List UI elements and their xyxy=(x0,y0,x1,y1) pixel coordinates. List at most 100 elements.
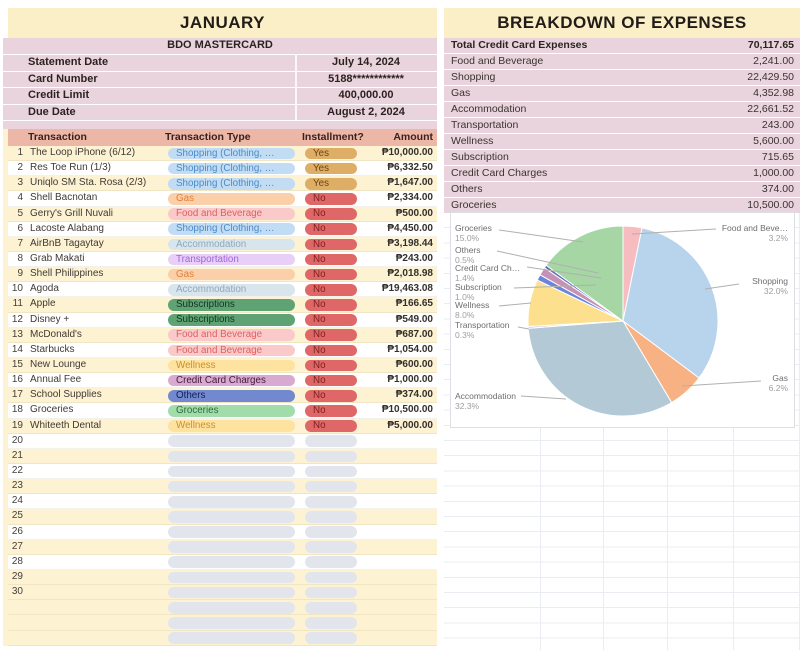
transaction-type-chip[interactable] xyxy=(168,556,295,569)
installment-chip[interactable]: No xyxy=(305,223,357,235)
installment-chip[interactable]: No xyxy=(305,283,357,296)
empty-transaction-row: 20 xyxy=(8,433,437,449)
transaction-type-chip[interactable]: Accommodation xyxy=(168,283,295,296)
transaction-type-chip[interactable]: Shopping (Clothing, … xyxy=(168,147,295,160)
breakdown-category: Transportation xyxy=(451,119,519,131)
breakdown-amount: 2,241.00 xyxy=(753,55,794,67)
installment-chip[interactable]: No xyxy=(305,193,357,205)
transaction-amount: ₱5,000.00 xyxy=(387,419,433,431)
transaction-type-chip[interactable]: Gas xyxy=(168,193,295,205)
transaction-amount: ₱19,463.08 xyxy=(381,283,433,295)
installment-chip[interactable]: No xyxy=(305,374,357,387)
transaction-type-chip[interactable]: Accommodation xyxy=(168,238,295,251)
installment-chip[interactable] xyxy=(305,526,357,538)
installment-chip[interactable] xyxy=(305,465,357,478)
transaction-type-chip[interactable]: Wellness xyxy=(168,359,295,372)
transaction-type-chip[interactable]: Subscriptions xyxy=(168,299,295,311)
transaction-row: 10 Agoda Accommodation No ₱19,463.08 xyxy=(8,282,437,298)
installment-chip[interactable]: Yes xyxy=(305,177,357,190)
installment-chip[interactable]: No xyxy=(305,314,357,326)
installment-chip[interactable] xyxy=(305,586,357,599)
row-number: 11 xyxy=(12,298,23,310)
transaction-type-chip[interactable]: Food and Beverage xyxy=(168,329,295,341)
transaction-row: 8 Grab Makati Transportation No ₱243.00 xyxy=(8,251,437,268)
breakdown-amount: 70,117.65 xyxy=(747,39,794,51)
installment-chip[interactable] xyxy=(305,632,357,644)
installment-chip[interactable]: No xyxy=(305,208,357,220)
transaction-type-chip[interactable]: Credit Card Charges xyxy=(168,374,295,387)
installment-chip[interactable]: No xyxy=(305,253,357,266)
installment-chip[interactable] xyxy=(305,450,357,463)
transaction-type-chip[interactable] xyxy=(168,617,295,629)
transaction-type-chip[interactable] xyxy=(168,526,295,538)
transaction-row: 19 Whiteeth Dental Wellness No ₱5,000.00 xyxy=(8,418,437,434)
transaction-type-chip[interactable] xyxy=(168,571,295,584)
pie-callout-line xyxy=(631,228,717,235)
installment-chip[interactable]: No xyxy=(305,299,357,311)
installment-chip[interactable] xyxy=(305,480,357,493)
pie-label-name: Wellness xyxy=(455,300,489,310)
transaction-type-chip[interactable] xyxy=(168,632,295,644)
pie-slice-groceries[interactable] xyxy=(545,225,624,322)
row-number: 9 xyxy=(17,268,23,280)
installment-chip[interactable]: No xyxy=(305,329,357,341)
transaction-row: 18 Groceries Groceries No ₱10,500.00 xyxy=(8,403,437,419)
installment-chip[interactable]: No xyxy=(305,405,357,417)
row-number: 5 xyxy=(17,207,23,219)
installment-chip[interactable] xyxy=(305,556,357,569)
transaction-type-chip[interactable]: Food and Beverage xyxy=(168,344,295,357)
transaction-type-chip[interactable] xyxy=(168,586,295,599)
expenses-pie-chart[interactable]: Food and Beve… 3.2% Shopping 32.0% Gas 6.2% Ac… xyxy=(450,212,795,428)
breakdown-row: Subscription 715.65 xyxy=(444,150,800,166)
transaction-name: Whiteeth Dental xyxy=(30,419,102,431)
breakdown-table: Total Credit Card Expenses 70,117.65 Food … xyxy=(444,38,800,214)
transaction-type-chip[interactable] xyxy=(168,601,295,614)
transaction-type-chip[interactable]: Wellness xyxy=(168,420,295,432)
installment-chip[interactable] xyxy=(305,541,357,553)
transaction-name: Shell Bacnotan xyxy=(30,192,98,204)
installment-chip[interactable]: No xyxy=(305,238,357,251)
transaction-type-chip[interactable]: Gas xyxy=(168,268,295,281)
installment-chip[interactable]: No xyxy=(305,359,357,372)
transaction-type-chip[interactable] xyxy=(168,541,295,553)
pie-slice-shopping[interactable] xyxy=(622,227,719,379)
transaction-type-chip[interactable] xyxy=(168,511,295,523)
transaction-type-chip[interactable]: Others xyxy=(168,389,295,402)
transaction-type-chip[interactable]: Shopping (Clothing, … xyxy=(168,162,295,175)
empty-transaction-row: 28 xyxy=(8,554,437,570)
row-number: 14 xyxy=(11,343,23,355)
transaction-name: Starbucks xyxy=(30,343,75,355)
installment-chip[interactable] xyxy=(305,495,357,508)
pie-callout-line xyxy=(681,380,762,387)
transaction-type-chip[interactable] xyxy=(168,495,295,508)
installment-chip[interactable]: No xyxy=(305,268,357,281)
transaction-type-chip[interactable] xyxy=(168,480,295,493)
transaction-type-chip[interactable] xyxy=(168,450,295,463)
row-number: 7 xyxy=(17,237,23,249)
transaction-row: 9 Shell Philippines Gas No ₱2,018.98 xyxy=(8,267,437,283)
transaction-type-chip[interactable] xyxy=(168,465,295,478)
row-number: 20 xyxy=(11,434,23,446)
transaction-type-chip[interactable]: Shopping (Clothing, … xyxy=(168,223,295,235)
transaction-type-chip[interactable]: Food and Beverage xyxy=(168,208,295,220)
breakdown-category: Shopping xyxy=(451,71,496,83)
pie-slice-accommodation[interactable] xyxy=(527,320,673,417)
installment-chip[interactable] xyxy=(305,511,357,523)
pie-callout-line xyxy=(520,395,567,400)
installment-chip[interactable]: No xyxy=(305,344,357,357)
installment-chip[interactable]: Yes xyxy=(305,147,357,160)
transaction-type-chip[interactable]: Shopping (Clothing, … xyxy=(168,177,295,190)
installment-chip[interactable] xyxy=(305,571,357,584)
installment-chip[interactable]: No xyxy=(305,420,357,432)
transaction-type-chip[interactable]: Groceries xyxy=(168,405,295,417)
transaction-type-chip[interactable] xyxy=(168,435,295,447)
installment-chip[interactable] xyxy=(305,617,357,629)
installment-chip[interactable] xyxy=(305,435,357,447)
transaction-type-chip[interactable]: Transportation xyxy=(168,253,295,266)
installment-chip[interactable]: Yes xyxy=(305,162,357,175)
installment-chip[interactable]: No xyxy=(305,389,357,402)
installment-chip[interactable] xyxy=(305,601,357,614)
transaction-type-chip[interactable]: Subscriptions xyxy=(168,314,295,326)
transactions-table: 1 The Loop iPhone (6/12) Shopping (Clothin… xyxy=(8,146,437,646)
cell-divider xyxy=(295,88,297,104)
